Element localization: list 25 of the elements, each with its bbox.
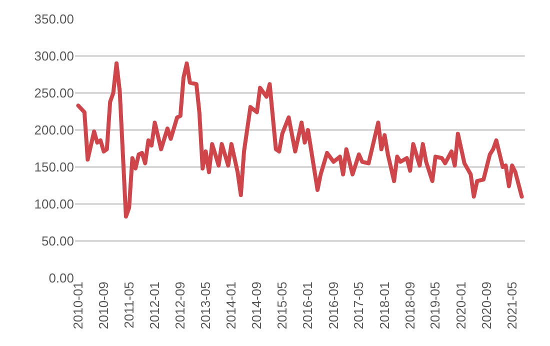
x-tick-label: 2010-09 [96, 282, 111, 330]
y-tick-label: 50.00 [41, 234, 74, 249]
x-tick-label: 2015-05 [274, 282, 290, 330]
y-tick-label: 100.00 [34, 196, 74, 212]
x-tick-label: 2016-09 [326, 282, 341, 330]
y-tick-label: 300.00 [34, 48, 74, 64]
y-tick-label: 350.00 [34, 12, 74, 27]
x-tick-label: 2019-05 [428, 282, 443, 330]
x-tick-label: 2012-09 [172, 282, 188, 330]
x-tick-label: 2018-09 [402, 282, 418, 330]
x-tick-label: 2014-09 [249, 282, 264, 330]
y-tick-label: 200.00 [34, 122, 74, 138]
x-tick-label: 2018-01 [376, 282, 392, 330]
y-tick-label: 150.00 [34, 160, 74, 175]
line-series [76, 61, 524, 219]
x-tick-label: 2013-05 [198, 282, 213, 330]
x-tick-label: 2021-05 [504, 282, 520, 330]
x-tick-label: 2020-09 [478, 282, 494, 330]
x-tick-label: 2020-01 [453, 282, 468, 330]
x-tick-label: 2017-05 [351, 282, 366, 330]
y-tick-label: 250.00 [34, 86, 74, 101]
x-tick-label: 2012-01 [147, 282, 162, 330]
x-tick-label: 2011-05 [121, 282, 136, 328]
x-tick-label: 2014-01 [224, 282, 239, 330]
x-tick-label: 2016-01 [300, 282, 316, 330]
